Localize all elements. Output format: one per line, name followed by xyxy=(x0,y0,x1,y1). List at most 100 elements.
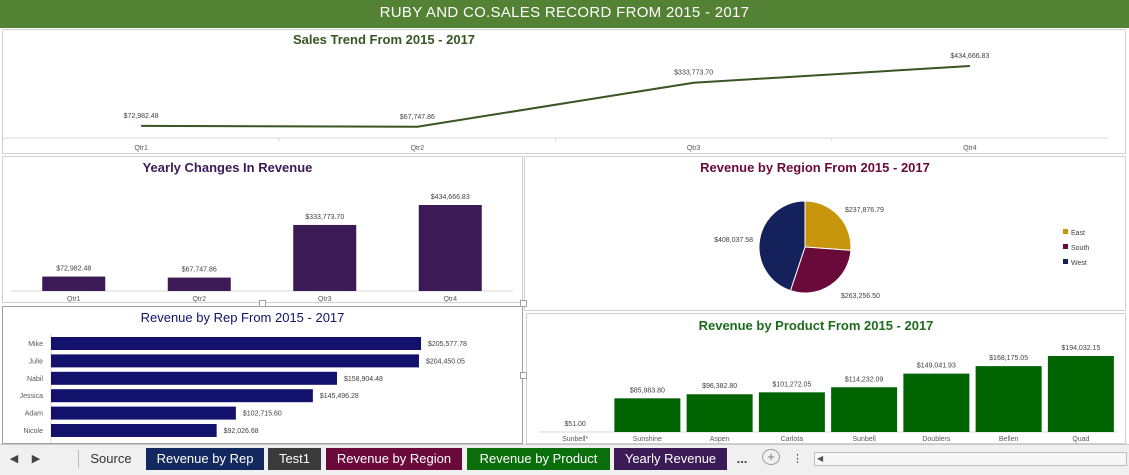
rep-tick-label: Nicole xyxy=(24,428,44,435)
tab-revenue-by-product[interactable]: Revenue by Product xyxy=(467,448,610,470)
product-tick-label: Carlota xyxy=(781,436,804,443)
tab-source[interactable]: Source xyxy=(80,448,142,470)
product-bar xyxy=(903,374,969,432)
product-data-label: $194,032.15 xyxy=(1061,345,1100,352)
rep-revenue-chart[interactable]: Revenue by Rep From 2015 - 2017 $205,577… xyxy=(2,306,523,444)
tab-test1[interactable]: Test1 xyxy=(268,448,321,470)
resize-handle[interactable] xyxy=(259,300,266,307)
product-bar xyxy=(1048,356,1114,432)
yearly-bar xyxy=(168,278,231,291)
yearly-tick-label: Qtr3 xyxy=(318,296,332,302)
legend-swatch xyxy=(1063,244,1068,249)
region-revenue-chart[interactable]: Revenue by Region From 2015 - 2017 $237,… xyxy=(524,156,1126,311)
product-tick-label: Quad xyxy=(1072,436,1089,443)
tab-revenue-by-region[interactable]: Revenue by Region xyxy=(326,448,462,470)
product-tick-label: Sunbell* xyxy=(562,436,588,443)
rep-data-label: $158,904.48 xyxy=(344,376,383,383)
product-tick-label: Sunshine xyxy=(633,436,662,443)
tab-separator xyxy=(78,450,79,468)
product-data-label: $168,175.05 xyxy=(989,355,1028,362)
trend-data-label: $72,982.48 xyxy=(124,113,159,120)
rep-tick-label: Mike xyxy=(28,341,43,348)
product-tick-label: Bellen xyxy=(999,436,1019,443)
rep-bar xyxy=(51,424,217,437)
product-tick-label: Sunbell xyxy=(852,436,876,443)
product-data-label: $51.00 xyxy=(564,421,586,428)
product-bar xyxy=(976,366,1042,432)
rep-tick-label: Jessica xyxy=(20,393,43,400)
legend-label: West xyxy=(1071,260,1087,267)
product-bar xyxy=(687,394,753,432)
product-data-label: $114,232.09 xyxy=(845,376,884,383)
tab-yearly-revenue[interactable]: Yearly Revenue xyxy=(614,448,727,470)
sales-trend-svg: $72,982.48 Qtr1 $67,747.86 Qtr2 $333,773.70 Q… xyxy=(3,30,1125,153)
yearly-data-label: $67,747.86 xyxy=(182,267,217,274)
resize-handle[interactable] xyxy=(520,300,527,307)
product-data-label: $101,272.05 xyxy=(772,381,811,388)
legend-label: East xyxy=(1071,230,1085,237)
yearly-tick-label: Qtr2 xyxy=(192,296,206,302)
region-revenue-svg: $237,876.79 East $263,256.50 South $408,037.… xyxy=(525,157,1125,310)
trend-series-line xyxy=(141,66,970,127)
region-data-label: $237,876.79 xyxy=(845,207,884,214)
scroll-tabs-right-icon[interactable]: ▶ xyxy=(28,448,44,470)
yearly-bar xyxy=(419,205,482,291)
product-data-label: $85,983.80 xyxy=(630,387,665,394)
product-tick-label: Aspen xyxy=(710,436,730,443)
rep-tick-label: Adam xyxy=(25,411,43,418)
trend-tick-label: Qtr2 xyxy=(411,145,425,152)
tab-revenue-by-rep[interactable]: Revenue by Rep xyxy=(146,448,264,470)
scroll-tabs-left-icon[interactable]: ◀ xyxy=(6,448,22,470)
rep-bar xyxy=(51,407,236,420)
rep-bar xyxy=(51,337,421,350)
region-data-label: $408,037.58 xyxy=(714,237,753,244)
product-revenue-svg: $51.00 Sunbell* $85,983.80 Sunshine $96,382.… xyxy=(527,314,1125,443)
product-data-label: $149,041.93 xyxy=(917,363,956,370)
product-bar xyxy=(614,398,680,432)
rep-data-label: $204,450.05 xyxy=(426,358,465,365)
product-bar xyxy=(759,392,825,432)
trend-tick-label: Qtr1 xyxy=(134,145,148,152)
yearly-tick-label: Qtr1 xyxy=(67,296,81,302)
options-menu-icon[interactable]: ⋮ xyxy=(792,448,802,470)
legend-label: South xyxy=(1071,245,1089,252)
product-tick-label: Doublers xyxy=(922,436,951,443)
report-title-banner: RUBY AND CO.SALES RECORD FROM 2015 - 201… xyxy=(0,0,1129,28)
rep-revenue-svg: $205,577.78 Mike $204,450.05 Julie $158,904.… xyxy=(3,307,522,443)
region-data-label: $263,256.50 xyxy=(841,293,880,300)
rep-tick-label: Julie xyxy=(29,358,44,365)
yearly-data-label: $333,773.70 xyxy=(305,214,344,221)
trend-tick-label: Qtr4 xyxy=(963,145,977,152)
sheet-tab-bar: ◀ ▶ Source Revenue by Rep Test1 Revenue … xyxy=(0,444,1129,475)
scroll-left-icon[interactable]: ◀ xyxy=(817,453,823,465)
legend-swatch xyxy=(1063,259,1068,264)
yearly-data-label: $434,666.83 xyxy=(431,194,470,201)
product-data-label: $96,382.80 xyxy=(702,383,737,390)
trend-data-label: $434,666.83 xyxy=(950,53,989,60)
yearly-data-label: $72,982.48 xyxy=(56,266,91,273)
resize-handle[interactable] xyxy=(520,372,527,379)
trend-data-label: $67,747.86 xyxy=(400,114,435,121)
rep-bar xyxy=(51,372,337,385)
rep-tick-label: Nabil xyxy=(27,376,43,383)
horizontal-scrollbar[interactable]: ◀ xyxy=(814,452,1127,466)
legend-swatch xyxy=(1063,229,1068,234)
rep-data-label: $205,577.78 xyxy=(428,341,467,348)
rep-bar xyxy=(51,354,419,367)
add-sheet-icon[interactable]: + xyxy=(762,449,780,465)
product-bar xyxy=(831,387,897,432)
rep-data-label: $102,715.60 xyxy=(243,411,282,418)
yearly-tick-label: Qtr4 xyxy=(443,296,457,302)
trend-tick-label: Qtr3 xyxy=(687,145,701,152)
yearly-revenue-svg: $72,982.48 Qtr1 $67,747.86 Qtr2 $333,773.70 Q… xyxy=(3,157,522,302)
yearly-bar xyxy=(42,277,105,291)
rep-data-label: $145,496.28 xyxy=(320,393,359,400)
rep-data-label: $92,026.68 xyxy=(224,428,259,435)
trend-data-label: $333,773.70 xyxy=(674,70,713,77)
yearly-bar xyxy=(293,225,356,291)
more-tabs-button[interactable]: ... xyxy=(732,448,752,470)
rep-bar xyxy=(51,389,313,402)
product-revenue-chart[interactable]: Revenue by Product From 2015 - 2017 $51.… xyxy=(526,313,1126,444)
